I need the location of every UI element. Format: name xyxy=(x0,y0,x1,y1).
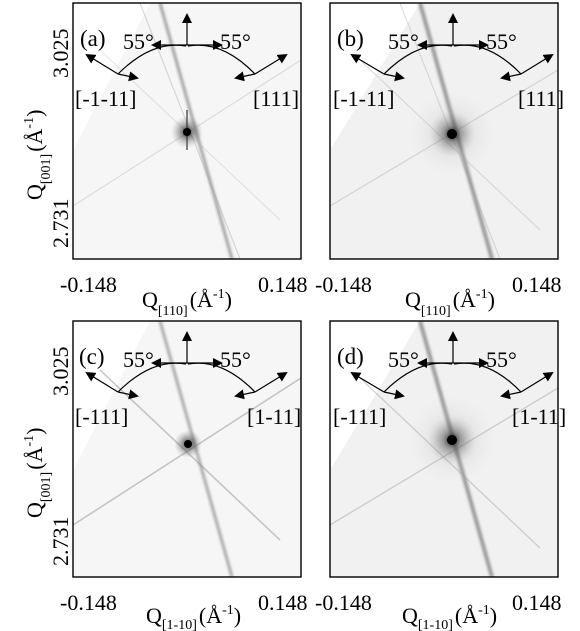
angle-right-a: 55° xyxy=(220,29,251,54)
xlabel-c-sub: [1-10] xyxy=(162,618,197,631)
direction-arrows-c xyxy=(85,331,288,400)
plot-frame-a xyxy=(72,2,302,260)
ylabel-bottom-main: Q xyxy=(22,502,47,518)
ytick-bottom-a: 2.731 xyxy=(48,199,73,249)
angle-right-b: 55° xyxy=(486,29,517,54)
xtick-left-a: -0.148 xyxy=(60,272,117,297)
diffraction-image-d xyxy=(330,321,558,577)
xlabel-c-main: Q xyxy=(146,603,162,628)
xlabel-b-sub: [110] xyxy=(421,304,451,319)
ylabel-bottom-unit-open: (Å xyxy=(22,446,47,469)
ylabel-top-main: Q xyxy=(22,184,47,200)
xlabel-a-main: Q xyxy=(142,287,158,312)
diffraction-image-c xyxy=(73,321,301,577)
xlabel-d-unit-open: (Å xyxy=(455,603,478,628)
xlabel-c-unit-open: (Å xyxy=(199,603,222,628)
direction-left-b: [-1-11] xyxy=(333,86,395,111)
angle-right-d: 55° xyxy=(486,347,517,372)
xlabel-d-unit-sup: -1 xyxy=(478,603,490,618)
ylabel-top-sub: [001] xyxy=(39,154,54,184)
xtick-left-b: -0.148 xyxy=(315,272,372,297)
angle-right-c: 55° xyxy=(220,347,251,372)
ylabel-bottom-unit-sup: -1 xyxy=(22,435,37,447)
angle-left-d: 55° xyxy=(388,347,419,372)
panel-c: (c) 55° 55° [-111] [1-11] 3.025 2.731 -0… xyxy=(48,320,308,631)
xlabel-c-unit-sup: -1 xyxy=(222,603,234,618)
direction-right-d: [1-11] xyxy=(512,404,566,429)
diffraction-image-b xyxy=(330,3,558,259)
ylabel-top-unit-close: ) xyxy=(22,110,47,117)
xlabel-b-unit-sup: -1 xyxy=(476,287,488,302)
xlabel-a: Q[110](Å-1) xyxy=(142,287,232,319)
ylabel-bottom-unit-close: ) xyxy=(22,428,47,435)
ytick-top-a: 3.025 xyxy=(48,29,73,79)
xlabel-d-sub: [1-10] xyxy=(418,618,453,631)
angle-left-c: 55° xyxy=(123,347,154,372)
direction-right-c: [1-11] xyxy=(247,404,301,429)
panel-b: (b) 55° 55° [-1-11] [111] -0.148 0.148 Q… xyxy=(315,2,564,319)
xtick-right-b: 0.148 xyxy=(512,272,562,297)
direction-right-a: [111] xyxy=(253,86,299,111)
ylabel-top: Q[001] (Å-1) xyxy=(22,110,54,200)
plot-frame-b xyxy=(329,2,559,260)
xtick-right-c: 0.148 xyxy=(258,590,308,615)
direction-arrows-a xyxy=(85,13,288,82)
ytick-top-c: 3.025 xyxy=(48,347,73,397)
panel-label-d: (d) xyxy=(337,344,364,369)
xlabel-a-unit-open: (Å xyxy=(190,287,213,312)
ylabel-bottom-sub: [001] xyxy=(39,472,54,502)
ytick-bottom-c: 2.731 xyxy=(48,517,73,567)
panel-label-b: (b) xyxy=(337,26,364,51)
plot-frame-c xyxy=(72,320,302,578)
plot-frame-d xyxy=(329,320,559,578)
panel-label-a: (a) xyxy=(80,26,106,51)
xtick-left-d: -0.148 xyxy=(315,590,372,615)
xlabel-b-unit-open: (Å xyxy=(453,287,476,312)
direction-arrows-d xyxy=(350,331,554,400)
xlabel-a-sub: [110] xyxy=(158,304,188,319)
direction-right-b: [111] xyxy=(518,86,564,111)
ylabel-bottom: Q[001] (Å-1) xyxy=(22,428,54,518)
panel-a: (a) 55° 55° [-1-11] [111] 3.025 2.731 -0… xyxy=(48,2,308,319)
direction-left-c: [-111] xyxy=(75,404,128,429)
angle-left-b: 55° xyxy=(388,29,419,54)
xlabel-d-unit-close: ) xyxy=(490,603,497,628)
xlabel-a-unit-sup: -1 xyxy=(213,287,225,302)
direction-left-d: [-111] xyxy=(333,404,386,429)
direction-left-a: [-1-11] xyxy=(75,86,137,111)
xlabel-b-unit-close: ) xyxy=(488,287,495,312)
xlabel-b: Q[110](Å-1) xyxy=(405,287,495,319)
panel-d: (d) 55° 55° [-111] [1-11] -0.148 0.148 Q… xyxy=(315,320,566,631)
xtick-left-c: -0.148 xyxy=(60,590,117,615)
direction-arrows-b xyxy=(350,13,554,82)
xlabel-d-main: Q xyxy=(402,603,418,628)
xtick-right-d: 0.148 xyxy=(512,590,562,615)
xlabel-d: Q[1-10](Å-1) xyxy=(402,603,497,631)
ylabel-top-unit-sup: -1 xyxy=(22,117,37,129)
xlabel-c-unit-close: ) xyxy=(234,603,241,628)
angle-left-a: 55° xyxy=(123,29,154,54)
diffraction-image-a xyxy=(73,3,301,259)
panel-label-c: (c) xyxy=(79,344,105,369)
xtick-right-a: 0.148 xyxy=(258,272,308,297)
ylabel-top-unit-open: (Å xyxy=(22,128,47,151)
xlabel-a-unit-close: ) xyxy=(225,287,232,312)
xlabel-c: Q[1-10](Å-1) xyxy=(146,603,241,631)
xlabel-b-main: Q xyxy=(405,287,421,312)
